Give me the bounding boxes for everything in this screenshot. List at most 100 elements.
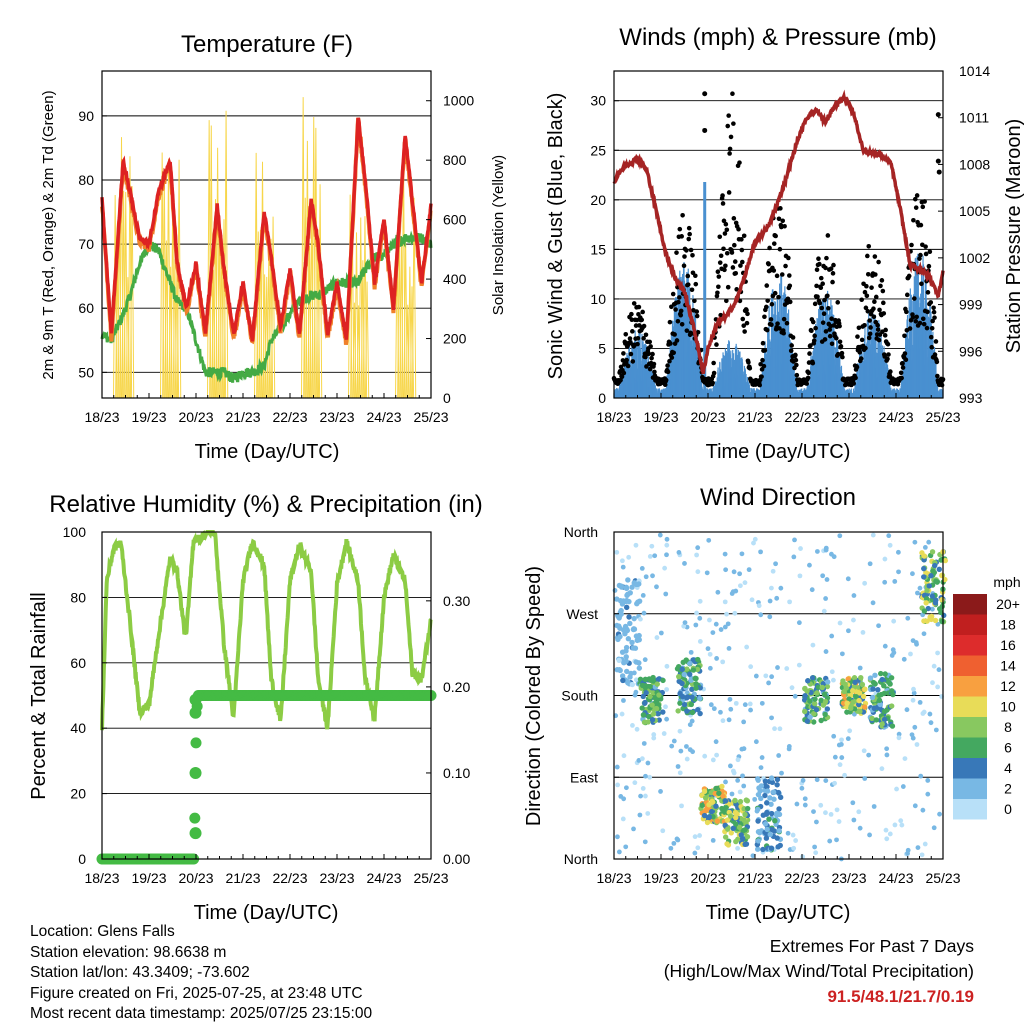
direction-point — [798, 546, 803, 551]
gust-point — [686, 236, 692, 242]
direction-point — [694, 610, 699, 616]
direction-point — [923, 600, 929, 606]
direction-point — [639, 565, 645, 571]
direction-point — [640, 786, 646, 791]
gust-point — [904, 309, 909, 315]
gust-point — [815, 294, 820, 300]
direction-point — [908, 651, 913, 657]
direction-point — [775, 665, 780, 670]
direction-point — [827, 838, 833, 844]
gust-point — [628, 340, 633, 345]
direction-point — [809, 587, 815, 593]
direction-point — [737, 789, 743, 795]
direction-point — [633, 633, 640, 639]
direction-point — [870, 679, 877, 686]
gust-point — [835, 300, 841, 305]
temperature-2m-series — [100, 117, 433, 342]
direction-point — [767, 598, 773, 604]
gust-point — [723, 221, 729, 227]
gust-point — [722, 267, 727, 273]
temperature-xlabel: Time (Day/UTC) — [195, 441, 340, 463]
direction-point — [724, 817, 731, 823]
gust-point — [647, 339, 653, 345]
gust-point — [784, 320, 790, 326]
solar-ytick-label: 1000 — [443, 93, 474, 109]
gust-point — [904, 292, 910, 298]
direction-point — [693, 622, 699, 628]
direction-point — [799, 785, 805, 791]
gust-point — [881, 311, 887, 316]
gust-point — [667, 319, 673, 325]
gust-point — [876, 337, 882, 343]
direction-point — [891, 618, 897, 624]
direction-point — [682, 620, 688, 625]
gust-point — [679, 321, 685, 327]
gust-point — [627, 336, 633, 341]
gust-point — [781, 316, 787, 322]
direction-point — [889, 723, 896, 729]
gust-point — [689, 287, 695, 293]
temperature-ytick-label: 70 — [78, 236, 94, 252]
direction-point — [688, 649, 694, 655]
direction-point — [870, 532, 876, 538]
gust-point — [837, 339, 843, 345]
gust-point — [725, 284, 731, 290]
direction-point — [822, 698, 829, 705]
direction-point — [718, 709, 723, 715]
direction-point — [879, 721, 885, 727]
direction-point — [675, 764, 681, 769]
legend-label: 0 — [1004, 801, 1012, 817]
direction-point — [921, 553, 928, 559]
direction-point — [829, 669, 835, 675]
direction-point — [823, 596, 829, 601]
direction-point — [622, 623, 629, 630]
gust-point — [936, 169, 942, 175]
direction-point — [763, 673, 769, 679]
gust-point — [816, 256, 821, 262]
gust-point — [714, 342, 719, 347]
gust-point — [721, 218, 727, 224]
gust-point — [814, 283, 819, 289]
gust-point — [888, 369, 893, 374]
gust-point — [782, 223, 787, 229]
direction-point — [867, 561, 873, 567]
gust-point — [677, 295, 682, 300]
gust-point — [831, 262, 836, 268]
direction-point — [759, 700, 765, 706]
elevation-text: Station elevation: 98.6638 m — [30, 943, 227, 961]
direction-point — [769, 715, 774, 721]
direction-point — [807, 698, 813, 704]
direction-point — [933, 727, 939, 733]
gust-point — [650, 351, 655, 357]
gust-point — [621, 370, 627, 376]
gust-point — [932, 352, 938, 357]
gust-point — [765, 298, 770, 303]
gust-point — [787, 273, 792, 278]
gust-point — [620, 358, 626, 363]
direction-point — [871, 804, 877, 809]
direction-point — [684, 695, 690, 701]
direction-point — [859, 681, 866, 688]
gust-point — [788, 348, 794, 354]
direction-point — [654, 635, 660, 640]
direction-point — [713, 785, 719, 792]
direction-point — [632, 780, 638, 786]
direction-point — [837, 620, 843, 626]
direction-point — [752, 536, 758, 542]
gust-point — [772, 290, 778, 296]
legend-label: 6 — [1004, 740, 1012, 756]
direction-point — [619, 711, 625, 717]
gust-point — [917, 320, 923, 326]
direction-point — [789, 685, 795, 691]
direction-point — [910, 697, 916, 703]
direction-point — [705, 646, 711, 652]
direction-point — [729, 791, 735, 797]
direction-point — [914, 641, 919, 647]
gust-point — [737, 160, 742, 165]
direction-point — [677, 700, 683, 706]
direction-point — [851, 817, 857, 823]
gust-point — [738, 263, 743, 268]
solar-insolation-line — [411, 197, 417, 399]
gust-point — [684, 248, 689, 253]
